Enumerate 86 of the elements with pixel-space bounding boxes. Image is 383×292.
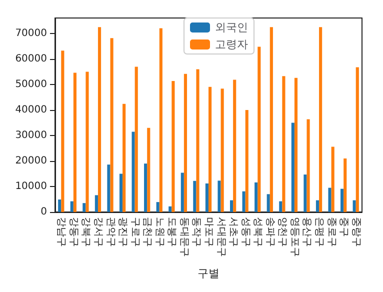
x-tick-label: 종로구 — [326, 217, 337, 247]
x-tick-label: 강서구 — [92, 217, 104, 247]
legend-label: 고령자 — [215, 38, 248, 51]
bar — [270, 27, 273, 212]
bar — [356, 67, 359, 212]
bar — [73, 72, 76, 212]
bar — [304, 174, 307, 212]
bar — [58, 200, 62, 212]
bar — [294, 78, 298, 212]
x-tick-label: 강남구 — [56, 217, 67, 247]
x-tick-label: 송파구 — [264, 217, 276, 247]
bar — [98, 27, 102, 212]
x-tick-label: 강북구 — [80, 217, 92, 247]
bar — [344, 158, 347, 212]
bar — [220, 88, 224, 212]
bar — [242, 191, 246, 212]
bar — [86, 72, 89, 212]
x-tick-label: 동작구 — [190, 217, 202, 247]
x-tick-label: 중구 — [338, 217, 350, 237]
bar — [180, 172, 184, 212]
x-tick-label: 용산구 — [301, 217, 312, 247]
x-tick-label: 서초구 — [228, 217, 239, 247]
y-tick-label: 40000 — [15, 104, 47, 116]
bar — [291, 122, 294, 212]
x-tick-label: 동대문구 — [178, 217, 190, 257]
bar — [316, 200, 320, 212]
x-tick-label: 광진구 — [117, 217, 128, 247]
bar — [184, 74, 188, 212]
y-tick-label: 10000 — [15, 181, 47, 192]
x-tick-label: 양천구 — [276, 217, 288, 247]
bar — [107, 164, 110, 212]
x-tick-label: 중랑구 — [350, 217, 362, 247]
bar — [94, 195, 98, 212]
bar — [70, 201, 74, 212]
y-tick-label: 60000 — [15, 54, 47, 65]
x-tick-label: 강동구 — [68, 217, 79, 247]
bar — [168, 206, 172, 212]
bar — [279, 201, 282, 212]
bar — [245, 110, 248, 212]
x-tick-label: 노원구 — [154, 217, 165, 247]
bar — [258, 46, 261, 212]
bar — [172, 80, 175, 212]
bar — [266, 194, 270, 212]
legend-label: 외국인 — [215, 21, 248, 34]
x-tick-label: 마포구 — [203, 217, 214, 247]
bar — [218, 180, 221, 212]
bar — [196, 69, 200, 212]
bar — [306, 119, 310, 212]
x-tick-label: 금천구 — [142, 217, 153, 247]
bar — [205, 183, 208, 212]
bar — [352, 200, 356, 212]
y-tick-label: 50000 — [15, 79, 47, 90]
bar — [193, 180, 196, 212]
bar — [144, 164, 148, 212]
bar — [331, 146, 334, 212]
bar — [147, 128, 150, 212]
bar — [134, 66, 138, 212]
bar — [156, 202, 160, 212]
x-tick-label: 성북구 — [252, 217, 264, 247]
bar — [61, 50, 64, 212]
bar — [122, 104, 126, 212]
x-tick-label: 성동구 — [240, 217, 251, 247]
bar — [159, 28, 162, 212]
bar — [82, 203, 86, 212]
bar — [233, 80, 236, 212]
bar — [119, 174, 123, 212]
x-axis-title: 구별 — [198, 267, 220, 280]
bar — [110, 38, 114, 212]
bar — [132, 132, 135, 212]
x-tick-label: 영등포구 — [288, 217, 300, 257]
bar — [328, 188, 332, 212]
x-tick-label: 서대문구 — [215, 217, 226, 257]
y-tick-label: 20000 — [15, 156, 47, 167]
bar — [254, 182, 258, 212]
y-tick-label: 30000 — [15, 130, 47, 142]
y-tick-label: 70000 — [15, 28, 47, 40]
bar — [340, 188, 344, 212]
bar — [208, 86, 212, 212]
bar — [282, 76, 286, 212]
bar — [319, 27, 322, 212]
x-tick-label: 구로구 — [129, 217, 140, 247]
x-tick-label: 관악구 — [104, 217, 116, 247]
y-tick-label: 0 — [40, 206, 47, 218]
bar — [230, 200, 234, 212]
x-tick-label: 은평구 — [314, 217, 325, 247]
x-tick-label: 도봉구 — [166, 217, 178, 247]
